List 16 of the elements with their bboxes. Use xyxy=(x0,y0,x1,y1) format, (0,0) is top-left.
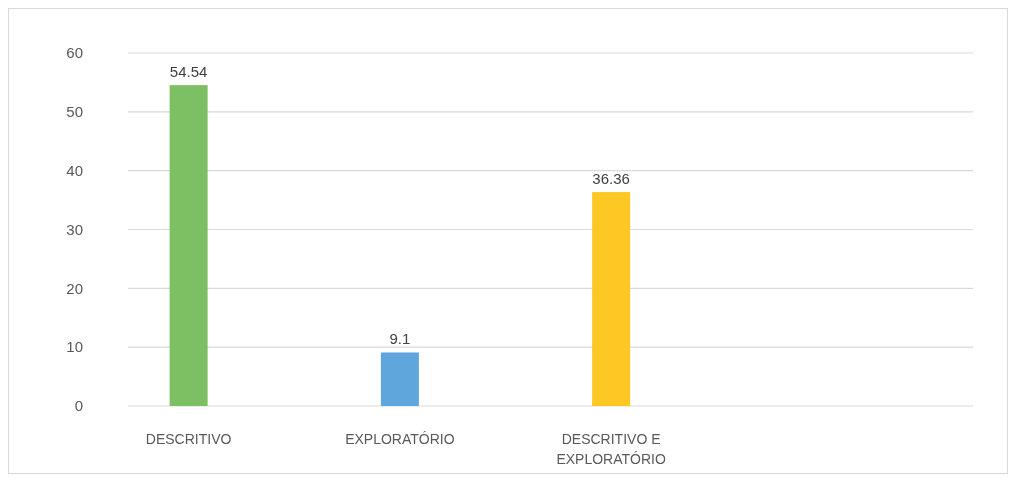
y-tick-label: 10 xyxy=(66,338,83,356)
x-tick-label: DESCRITIVO xyxy=(145,431,232,447)
y-tick-label: 20 xyxy=(66,279,83,297)
data-label: 54.54 xyxy=(169,63,208,81)
y-tick-label: 60 xyxy=(66,44,83,62)
x-tick-label: DESCRITIVO E EXPLORATÓRIO xyxy=(556,431,666,467)
data-label: 36.36 xyxy=(592,170,630,188)
bar xyxy=(592,192,631,406)
y-tick-label: 0 xyxy=(74,397,83,415)
bar xyxy=(380,352,419,406)
y-tick-label: 50 xyxy=(66,103,83,121)
x-tick-label: EXPLORATÓRIO xyxy=(345,431,455,447)
data-label: 9.1 xyxy=(389,330,411,348)
y-tick-label: 40 xyxy=(66,161,83,179)
bar xyxy=(169,85,208,406)
y-tick-label: 30 xyxy=(66,220,83,238)
